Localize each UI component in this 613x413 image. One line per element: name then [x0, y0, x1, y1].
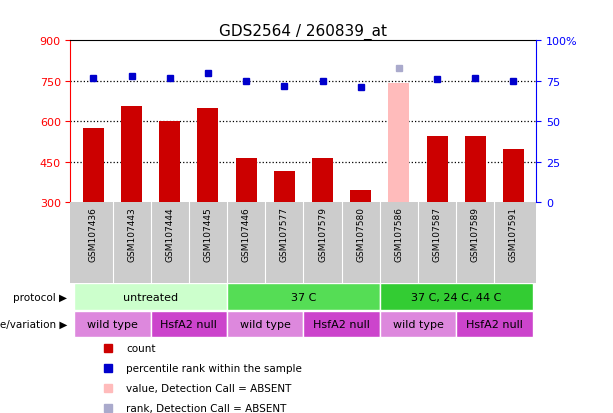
Text: GSM107577: GSM107577 — [280, 206, 289, 261]
Bar — [350, 190, 371, 202]
Text: GSM107591: GSM107591 — [509, 206, 518, 261]
Bar — [465, 137, 485, 202]
Bar — [121, 107, 142, 202]
Bar — [274, 172, 295, 202]
Text: GSM107579: GSM107579 — [318, 206, 327, 261]
Text: GSM107587: GSM107587 — [433, 206, 441, 261]
Bar — [456, 311, 533, 337]
Text: genotype/variation ▶: genotype/variation ▶ — [0, 319, 67, 329]
Bar — [389, 84, 409, 202]
Text: HsfA2 null: HsfA2 null — [313, 319, 370, 329]
Text: GSM107444: GSM107444 — [166, 206, 174, 261]
Text: GSM107443: GSM107443 — [127, 206, 136, 261]
Bar — [235, 158, 257, 202]
Text: wild type: wild type — [392, 319, 443, 329]
Bar — [227, 284, 380, 310]
Text: 37 C, 24 C, 44 C: 37 C, 24 C, 44 C — [411, 292, 501, 302]
Text: wild type: wild type — [240, 319, 291, 329]
Text: percentile rank within the sample: percentile rank within the sample — [126, 363, 302, 373]
Text: 37 C: 37 C — [291, 292, 316, 302]
Bar — [151, 311, 227, 337]
Bar — [197, 109, 218, 202]
Text: GSM107445: GSM107445 — [204, 206, 213, 261]
Text: count: count — [126, 344, 156, 354]
Text: untreated: untreated — [123, 292, 178, 302]
Text: wild type: wild type — [87, 319, 138, 329]
Bar — [83, 128, 104, 202]
Bar — [503, 150, 524, 202]
Text: rank, Detection Call = ABSENT: rank, Detection Call = ABSENT — [126, 403, 287, 413]
Bar — [312, 158, 333, 202]
Text: value, Detection Call = ABSENT: value, Detection Call = ABSENT — [126, 383, 292, 393]
Bar — [380, 311, 456, 337]
Text: HsfA2 null: HsfA2 null — [466, 319, 523, 329]
Bar — [74, 311, 151, 337]
Text: GSM107589: GSM107589 — [471, 206, 480, 261]
Text: GSM107580: GSM107580 — [356, 206, 365, 261]
Bar — [159, 122, 180, 202]
Text: protocol ▶: protocol ▶ — [13, 292, 67, 302]
Bar — [303, 311, 380, 337]
Bar — [427, 137, 447, 202]
Bar — [380, 284, 533, 310]
Text: GSM107586: GSM107586 — [394, 206, 403, 261]
Text: GSM107436: GSM107436 — [89, 206, 98, 261]
Bar — [74, 284, 227, 310]
Bar — [227, 311, 303, 337]
Text: HsfA2 null: HsfA2 null — [161, 319, 218, 329]
Text: GSM107446: GSM107446 — [242, 206, 251, 261]
Title: GDS2564 / 260839_at: GDS2564 / 260839_at — [219, 24, 387, 40]
